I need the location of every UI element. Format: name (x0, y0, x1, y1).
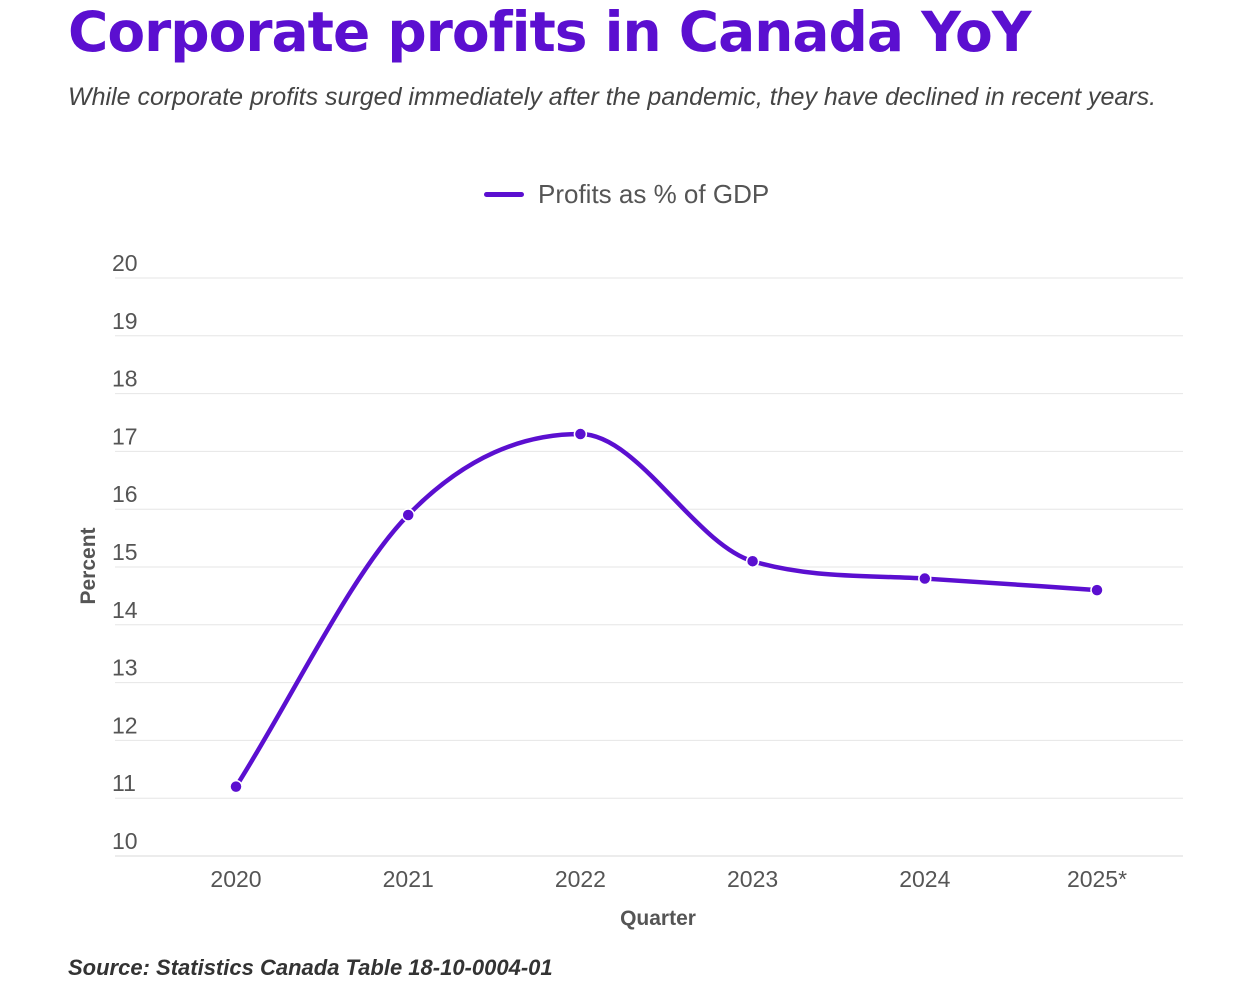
y-tick-label: 18 (112, 366, 138, 392)
data-point[interactable] (573, 427, 588, 441)
x-tick-label: 2023 (727, 866, 778, 892)
y-tick-label: 15 (112, 539, 138, 565)
data-point[interactable] (401, 508, 415, 522)
source-note: Source: Statistics Canada Table 18-10-00… (68, 955, 553, 980)
x-axis: 2020 2021 2022 2023 2024 2025* (210, 866, 1127, 892)
x-axis-title: Quarter (620, 907, 696, 930)
x-tick-label: 2020 (210, 866, 261, 892)
legend-label: Profits as % of GDP (538, 178, 770, 209)
y-tick-label: 16 (112, 481, 138, 507)
x-tick-label: 2024 (899, 866, 950, 892)
x-tick-label: 2022 (555, 866, 606, 892)
y-axis: 10 11 12 13 14 15 16 17 18 19 20 (112, 250, 138, 854)
data-point[interactable] (1090, 583, 1104, 597)
data-point[interactable] (918, 571, 932, 586)
chart-title: Corporate profits in Canada YoY (68, 0, 1032, 64)
data-point[interactable] (229, 779, 243, 794)
series-line (233, 431, 1100, 789)
y-tick-label: 19 (112, 308, 138, 334)
y-tick-label: 10 (112, 828, 138, 854)
chart-subtitle: While corporate profits surged immediate… (68, 83, 1157, 111)
y-tick-label: 13 (112, 655, 138, 681)
y-axis-title: Percent (77, 527, 100, 604)
y-tick-label: 11 (112, 770, 136, 796)
data-points (229, 427, 1104, 794)
x-tick-label: 2021 (383, 866, 434, 892)
y-tick-label: 20 (112, 250, 138, 276)
legend[interactable]: Profits as % of GDP (484, 176, 769, 212)
y-tick-label: 17 (112, 423, 138, 449)
data-point[interactable] (745, 554, 760, 568)
legend-swatch (484, 191, 524, 197)
grid (115, 277, 1183, 857)
y-tick-label: 12 (112, 712, 138, 738)
x-tick-label: 2025* (1067, 866, 1127, 892)
y-tick-label: 14 (112, 597, 138, 623)
